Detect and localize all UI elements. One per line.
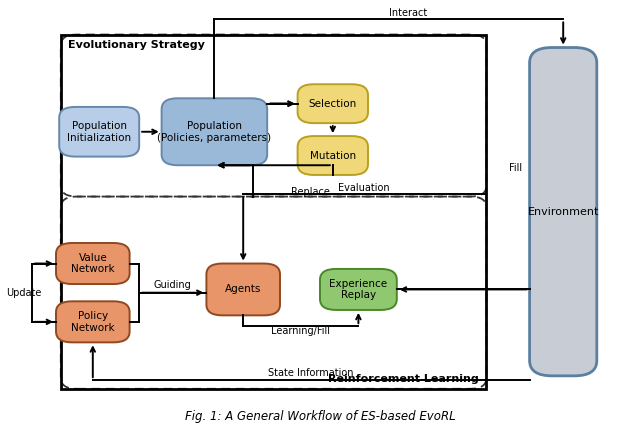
Text: Environment: Environment [527,206,599,217]
Text: Update: Update [6,288,42,298]
Text: Guiding: Guiding [154,280,191,290]
Text: Fill: Fill [509,163,522,174]
Text: Interact: Interact [389,8,427,18]
Text: Mutation: Mutation [310,150,356,161]
FancyBboxPatch shape [320,269,397,310]
FancyBboxPatch shape [56,243,130,284]
Text: Value
Network: Value Network [71,253,115,274]
FancyBboxPatch shape [530,48,596,376]
FancyBboxPatch shape [298,136,368,175]
Text: Replace: Replace [291,187,330,197]
FancyBboxPatch shape [206,264,280,315]
Text: Evaluation: Evaluation [339,183,390,193]
Text: Learning/Fill: Learning/Fill [271,326,330,337]
FancyBboxPatch shape [298,84,368,123]
Text: Agents: Agents [225,284,261,295]
FancyBboxPatch shape [60,107,140,157]
Text: Experience
Replay: Experience Replay [330,279,387,300]
Text: Selection: Selection [308,98,357,109]
Text: Reinforcement Learning: Reinforcement Learning [328,374,479,384]
FancyBboxPatch shape [56,302,130,342]
Text: State Information: State Information [268,368,354,378]
Text: Fig. 1: A General Workflow of ES-based EvoRL: Fig. 1: A General Workflow of ES-based E… [185,410,455,423]
FancyBboxPatch shape [161,98,268,165]
Text: Policy
Network: Policy Network [71,311,115,333]
Text: Population
Initialization: Population Initialization [67,121,131,143]
Text: Population
(Policies, parameters): Population (Policies, parameters) [157,121,271,143]
Text: Evolutionary Strategy: Evolutionary Strategy [68,40,205,50]
Bar [61,35,486,389]
